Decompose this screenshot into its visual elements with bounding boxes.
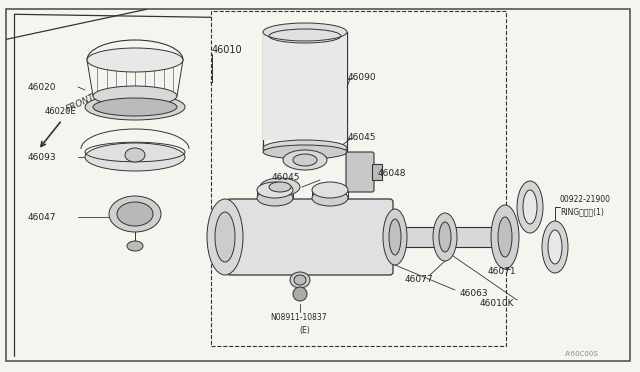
Text: 46063: 46063 [460, 289, 488, 298]
Ellipse shape [257, 190, 293, 206]
Text: 46045: 46045 [272, 173, 301, 182]
Ellipse shape [257, 182, 293, 198]
Text: FRONT: FRONT [65, 93, 97, 114]
FancyBboxPatch shape [227, 199, 393, 275]
Text: 46010: 46010 [212, 45, 243, 55]
Text: 46093: 46093 [28, 153, 56, 161]
Ellipse shape [127, 241, 143, 251]
Ellipse shape [312, 182, 348, 198]
Ellipse shape [523, 190, 537, 224]
Ellipse shape [542, 221, 568, 273]
Text: 46020: 46020 [28, 83, 56, 92]
Ellipse shape [117, 202, 153, 226]
Ellipse shape [125, 148, 145, 162]
Ellipse shape [498, 217, 512, 257]
Bar [372, 164, 382, 180]
Ellipse shape [215, 212, 235, 262]
Text: 46020E: 46020E [45, 108, 77, 116]
Text: RINGリング(1): RINGリング(1) [560, 208, 604, 217]
Ellipse shape [93, 86, 177, 106]
Ellipse shape [87, 48, 183, 72]
Ellipse shape [491, 205, 519, 269]
Text: A'60C00S: A'60C00S [565, 351, 599, 357]
Bar [211, 11, 506, 346]
Ellipse shape [294, 275, 306, 285]
Ellipse shape [263, 140, 347, 156]
Ellipse shape [383, 209, 407, 265]
Text: 46077: 46077 [405, 275, 434, 283]
Ellipse shape [207, 199, 243, 275]
Ellipse shape [517, 181, 543, 233]
Text: 46047: 46047 [28, 212, 56, 221]
Text: 46010K: 46010K [480, 299, 515, 308]
Ellipse shape [93, 98, 177, 116]
Text: (E): (E) [300, 326, 310, 334]
Ellipse shape [283, 150, 327, 170]
Ellipse shape [263, 145, 347, 159]
Bar [263, 32, 347, 140]
Ellipse shape [109, 196, 161, 232]
Text: 46071: 46071 [488, 267, 516, 276]
Ellipse shape [293, 287, 307, 301]
Ellipse shape [269, 182, 291, 192]
Ellipse shape [293, 154, 317, 166]
Ellipse shape [85, 94, 185, 120]
Text: 46045: 46045 [348, 132, 376, 141]
Ellipse shape [439, 222, 451, 252]
Ellipse shape [433, 213, 457, 261]
Text: 00922-21900: 00922-21900 [560, 195, 611, 203]
Ellipse shape [312, 190, 348, 206]
Text: N08911-10837: N08911-10837 [270, 312, 326, 321]
Ellipse shape [263, 23, 347, 41]
Text: 46090: 46090 [348, 73, 376, 81]
Ellipse shape [260, 178, 300, 196]
Ellipse shape [290, 272, 310, 288]
Ellipse shape [548, 230, 562, 264]
Text: 46048: 46048 [378, 170, 406, 179]
Ellipse shape [85, 143, 185, 171]
FancyBboxPatch shape [346, 152, 374, 192]
Bar [390, 227, 500, 247]
Ellipse shape [389, 219, 401, 255]
